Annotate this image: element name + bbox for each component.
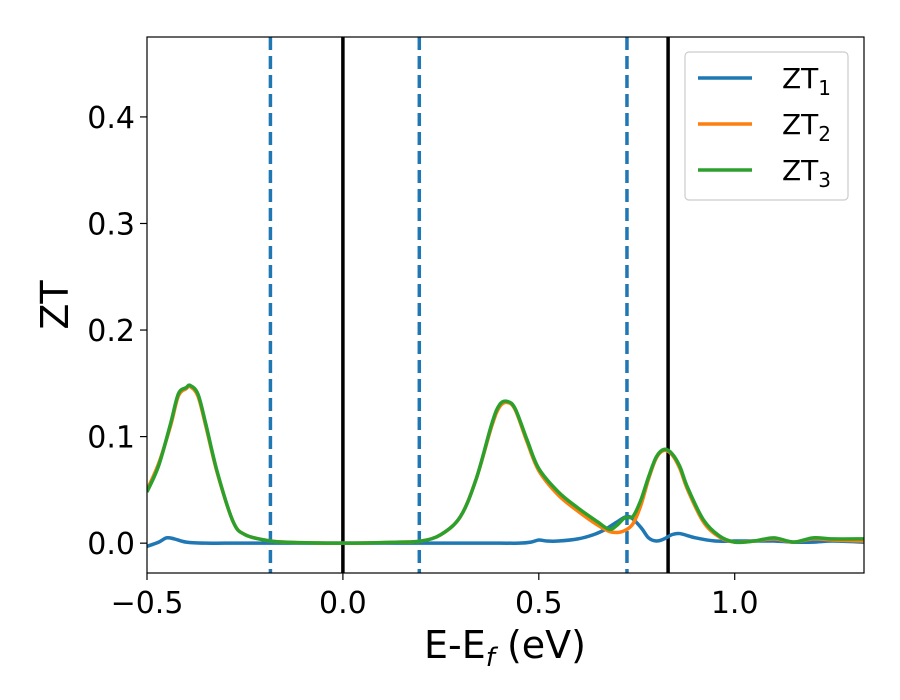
legend-box — [684, 51, 849, 201]
y-tick-label: 0.4 — [87, 101, 135, 136]
x-tick-label: −0.5 — [111, 586, 184, 621]
x-axis-title-main: E-E — [424, 623, 486, 667]
x-tick-label: 1.0 — [711, 586, 759, 621]
x-tick-label: 0.0 — [319, 586, 367, 621]
legend-label-1: ZT1 — [782, 62, 831, 100]
series-line-3 — [147, 383, 864, 545]
y-tick-label: 0.0 — [87, 527, 135, 562]
legend-label-3: ZT3 — [782, 154, 831, 192]
y-tick-label: 0.3 — [87, 207, 135, 242]
x-tick-label: 0.5 — [515, 586, 563, 621]
y-axis: 0.0 0.1 0.2 0.3 0.4 — [87, 101, 147, 562]
reference-lines — [268, 37, 670, 573]
series-line-2 — [147, 384, 864, 545]
x-axis-title: E-Ef (eV) — [424, 623, 586, 673]
y-axis-title: ZT — [33, 280, 77, 330]
legend-label-2: ZT2 — [782, 108, 831, 146]
x-axis-title-unit: (eV) — [495, 623, 586, 667]
x-axis: −0.5 0.0 0.5 1.0 — [111, 573, 759, 621]
y-tick-label: 0.1 — [87, 421, 135, 456]
y-tick-label: 0.2 — [87, 314, 135, 349]
legend: ZT1 ZT2 ZT3 — [684, 51, 849, 201]
plot-frame — [146, 36, 865, 574]
series-lines — [147, 383, 864, 549]
